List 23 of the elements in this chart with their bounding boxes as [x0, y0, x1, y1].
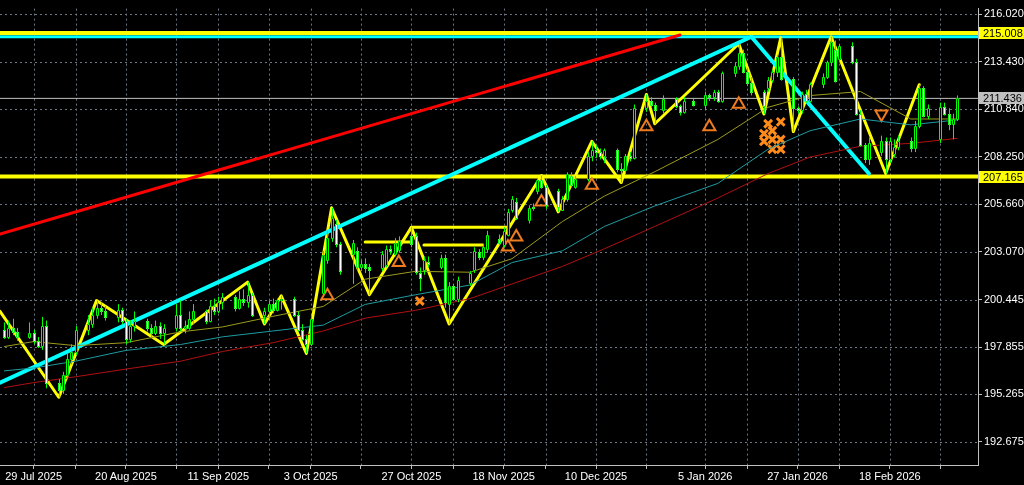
x-tick-label: 5 Jan 2026: [677, 469, 733, 482]
y-tick-label: 205.660: [984, 197, 1024, 210]
y-tick-label: 192.675: [984, 434, 1024, 447]
ref-line-label: 211.436: [983, 91, 1022, 104]
x-tick-label: 27 Jan 2026: [767, 469, 828, 482]
x-tick-label: 3 Oct 2025: [283, 469, 338, 482]
x-tick-label: 18 Nov 2025: [472, 469, 535, 482]
x-tick-label: 20 Aug 2025: [95, 469, 157, 482]
y-tick-label: 216.020: [984, 7, 1024, 20]
y-tick-label: 197.855: [984, 340, 1024, 353]
x-tick-label: 11 Sep 2025: [187, 469, 250, 482]
x-tick-label: 10 Dec 2025: [564, 469, 628, 482]
y-tick-label: 208.250: [984, 149, 1024, 162]
ref-line-label: 207.165: [983, 170, 1023, 183]
x-tick-label: 18 Feb 2026: [858, 469, 921, 482]
y-tick-label: 203.070: [984, 244, 1024, 257]
x-tick-label: 27 Oct 2025: [381, 469, 442, 482]
y-tick-label: 200.445: [984, 292, 1024, 305]
y-tick-label: 213.430: [984, 54, 1024, 67]
x-tick-label: 29 Jul 2025: [5, 469, 63, 482]
y-tick-label: 195.265: [984, 387, 1024, 400]
ref-line-label: 215.008: [983, 26, 1023, 39]
y-tick-label: 210.840: [984, 102, 1024, 115]
